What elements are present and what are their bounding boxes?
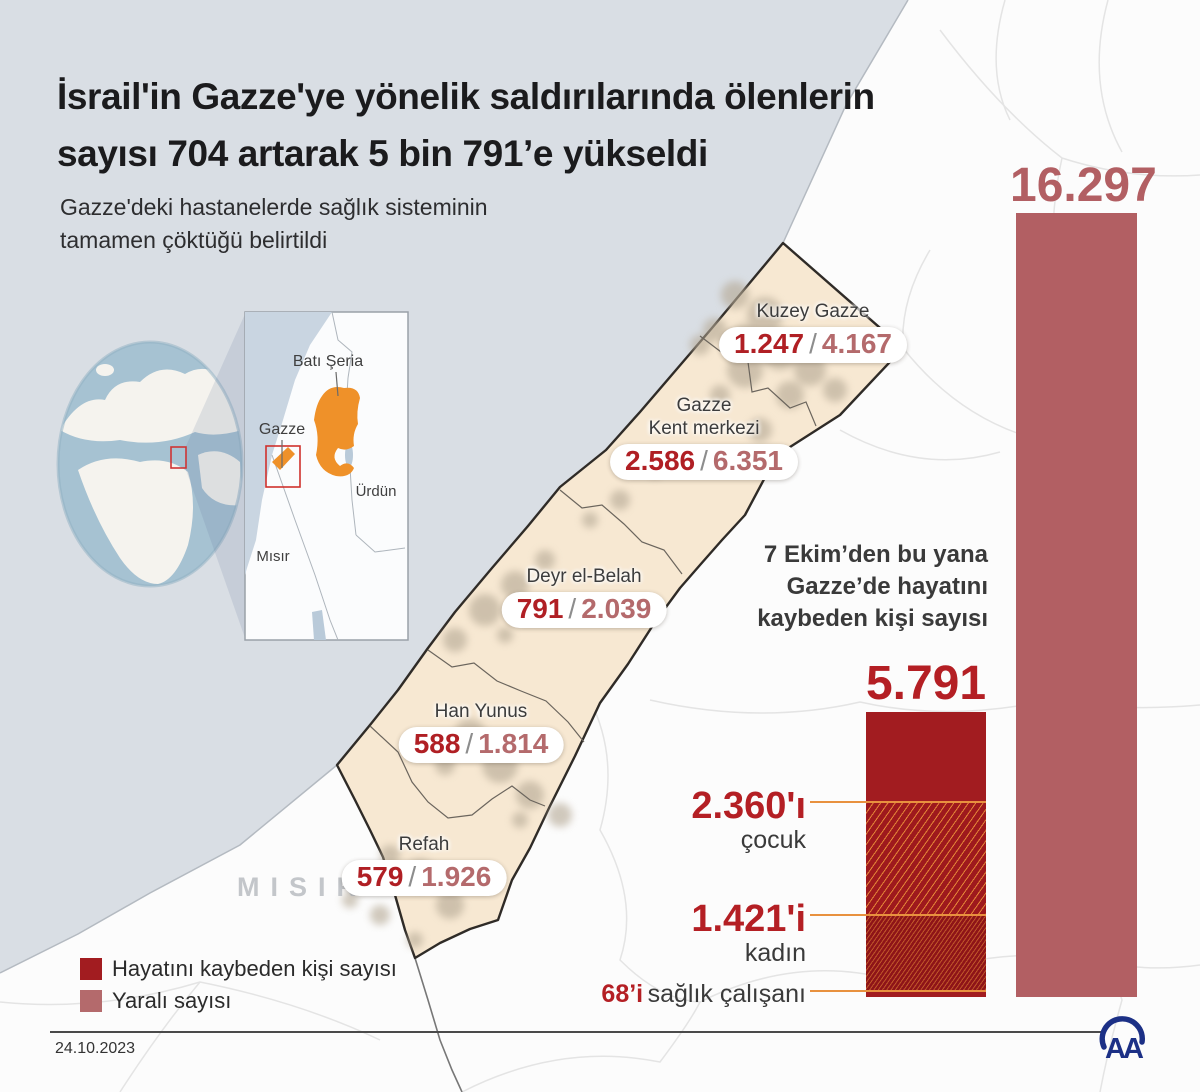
zoom-beam (186, 314, 245, 638)
inset-leader-lines (281, 371, 339, 468)
inset-label-jordan: Ürdün (355, 483, 397, 500)
pill-separator: / (700, 445, 708, 476)
region-name-line2: Kent merkezi (648, 418, 760, 439)
footer-divider (50, 1031, 1102, 1033)
aa-logo-text: AA (1105, 1033, 1144, 1065)
inset-label-egypt: Mısır (256, 548, 290, 565)
date-label: 24.10.2023 (55, 1040, 136, 1057)
breakdown-value: 2.360'ı (691, 785, 806, 827)
dead-count: 2.586 (625, 445, 696, 476)
dead-count: 588 (413, 728, 461, 759)
egypt-israel-border (414, 957, 463, 1092)
bar-segment-others (866, 712, 986, 802)
region-han-yunus: Han Yunus 588/1.814 (398, 700, 564, 763)
bar-segment-health-workers (866, 991, 986, 997)
title-line-1: İsrail'in Gazze'ye yönelik saldırılarınd… (57, 76, 875, 117)
page-title: İsrail'in Gazze'ye yönelik saldırılarınd… (57, 68, 875, 182)
breakdown-label: çocuk (740, 826, 806, 854)
pill-separator: / (465, 728, 474, 759)
casualty-pill: 579/1.926 (341, 860, 507, 896)
legend-label: Hayatını kaybeden kişi sayısı (112, 956, 397, 981)
region-refah: Refah 579/1.926 (341, 833, 507, 896)
note-line-3: kaybeden kişi sayısı (757, 605, 988, 632)
region-gazze-kent: Gazze Kent merkezi 2.586/6.351 (610, 394, 798, 480)
bar-injured (1016, 213, 1137, 997)
region-name: Kuzey Gazze (756, 301, 870, 322)
breakdown-value: 1.421'i (691, 898, 806, 940)
dead-count: 791 (516, 593, 564, 624)
mediterranean-sea (0, 0, 908, 973)
breakdown-label: sağlık çalışanı (647, 980, 806, 1008)
west-bank-shape (314, 387, 360, 477)
legend-swatch-injured (80, 990, 102, 1012)
region-name: Refah (398, 834, 450, 855)
bar-segment-children (866, 802, 986, 915)
region-name: Gazze Kent merkezi (610, 394, 798, 440)
breakdown-women: 1.421'i kadın (691, 899, 806, 967)
breakdown-label: kadın (744, 939, 806, 967)
injured-count: 1.814 (478, 728, 549, 759)
injured-count: 6.351 (712, 445, 783, 476)
aa-logo: AA (1092, 1006, 1154, 1066)
coastline-south (0, 764, 338, 974)
aa-logo-graphic: AA (1099, 1016, 1147, 1065)
note-line-1: 7 Ekim’den bu yana (763, 541, 988, 568)
title-line-2: sayısı 704 artarak 5 bin 791’e yükseldi (57, 133, 708, 174)
globe (56, 314, 245, 638)
subtitle-line-1: Gazze'deki hastanelerde sağlık sistemini… (60, 194, 488, 220)
injured-count: 4.167 (821, 328, 892, 359)
gaza-inset-shape (272, 447, 295, 470)
pill-separator: / (408, 861, 417, 892)
dead-total-value: 5.791 (865, 657, 987, 710)
injured-count: 1.926 (421, 861, 492, 892)
casualty-pill: 1.247/4.167 (719, 327, 907, 363)
inset-map (244, 311, 409, 641)
page-subtitle: Gazze'deki hastanelerde sağlık sistemini… (60, 191, 488, 257)
inset-label-west-bank: Batı Şeria (292, 353, 364, 370)
dead-count: 579 (356, 861, 404, 892)
legend-swatch-dead (80, 958, 102, 980)
region-name-line1: Gazze (676, 395, 732, 416)
breakdown-children: 2.360'ı çocuk (691, 786, 806, 854)
leader-line-women (810, 914, 986, 916)
gulf-of-aqaba (312, 610, 326, 640)
casualty-pill: 588/1.814 (398, 727, 564, 763)
casualty-pill: 791/2.039 (501, 592, 667, 628)
globe-highlight-rect (170, 446, 187, 469)
injured-total-value: 16.297 (1010, 159, 1157, 212)
gaza-internal-boundaries (369, 335, 817, 819)
inset-sea (245, 312, 332, 575)
injured-count: 2.039 (581, 593, 652, 624)
dead-count: 1.247 (734, 328, 805, 359)
region-kuzey-gazze: Kuzey Gazze 1.247/4.167 (719, 300, 907, 363)
breakdown-health-workers: 68’i sağlık çalışanı (601, 980, 806, 1009)
leader-line-children (810, 801, 986, 803)
legend-item-injured: Yaralı sayısı (80, 988, 231, 1014)
pill-separator: / (568, 593, 577, 624)
map-label-egypt: MISIR (237, 872, 368, 902)
region-name: Deyr el-Belah (526, 566, 642, 587)
subtitle-line-2: tamamen çöktüğü belirtildi (60, 227, 328, 253)
legend-label: Yaralı sayısı (112, 988, 232, 1013)
inset-label-gaza: Gazze (258, 421, 306, 438)
gaza-highlight-rect (265, 445, 301, 488)
chart-note: 7 Ekim’den bu yana Gazze’de hayatını kay… (757, 539, 988, 635)
region-name: Han Yunus (434, 701, 528, 722)
bar-dead (866, 712, 986, 997)
legend-item-dead: Hayatını kaybeden kişi sayısı (80, 956, 397, 982)
region-deyr-el-belah: Deyr el-Belah 791/2.039 (501, 565, 667, 628)
pill-separator: / (809, 328, 817, 359)
casualty-pill: 2.586/6.351 (610, 444, 798, 480)
note-line-2: Gazze’de hayatını (786, 573, 988, 600)
leader-line-health-workers (810, 990, 986, 992)
bar-segment-women (866, 915, 986, 991)
coastline-north (782, 0, 909, 244)
breakdown-value: 68’i (601, 980, 644, 1008)
